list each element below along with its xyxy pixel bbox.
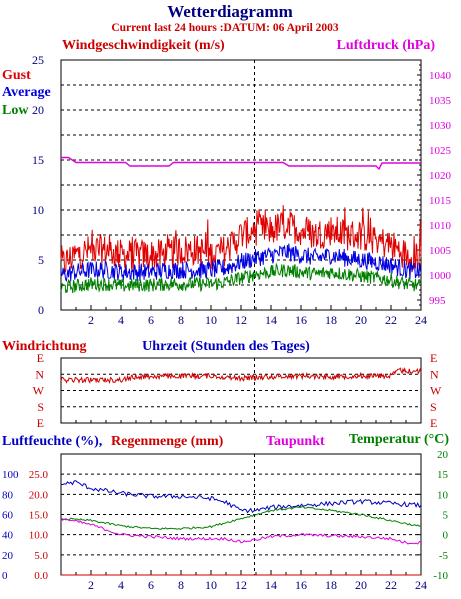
humidity-y-tick-label: 100 [2,469,19,481]
temperature-y-tick-label: 15 [437,469,449,481]
winddir-left-label: E [37,351,44,365]
pressure-y-tick-label: 1005 [429,245,452,257]
wind-y-tick-label: 0 [38,303,44,317]
humidity-x-tick-label: 20 [355,578,367,592]
wind-x-tick-label: 16 [295,313,307,327]
wind-x-tick-label: 4 [118,313,124,327]
humidity-temperature-panel: 0 0.0 20 5.0 40 10.0 60 15.0 80 20.0 100 25.0 -10 -5 0… [2,449,449,592]
winddir-left-label: E [37,416,44,430]
humidity-y-tick-label: 0 [2,570,8,582]
average-series-line [60,243,422,282]
temperature-y-tick-label: 10 [437,489,449,501]
temperature-y-tick-label: -5 [439,550,449,562]
wind-x-tick-label: 8 [178,313,184,327]
winddir-right-label: N [430,367,439,381]
temperature-y-tick-label: 0 [443,530,449,542]
humidity-y-tick-label: 60 [2,510,14,522]
humidity-y-tick-label: 20 [2,550,14,562]
temperature-series-line [60,505,422,530]
wind-direction-series-line [60,367,422,384]
dewpoint-axis-label: Taupunkt [266,434,325,449]
pressure-y-tick-label: 995 [429,295,446,307]
wind-x-tick-label: 18 [325,313,337,327]
rain-y-tick-label: 10.0 [29,530,49,542]
pressure-y-tick-label: 1035 [429,95,452,107]
page-subtitle: Current last 24 hours :DATUM: 06 April 2… [111,22,339,34]
rain-y-tick-label: 25.0 [29,469,49,481]
dewpoint-series-line [60,518,422,545]
temperature-axis-label: Temperatur (°C) [349,432,449,447]
wind-x-tick-label: 6 [148,313,154,327]
wind-speed-axis-label: Windgeschwindigkeit (m/s) [62,38,225,53]
wind-x-tick-label: 14 [265,313,277,327]
temperature-y-tick-label: 20 [437,449,449,461]
wind-direction-panel: E EN NW WS SE E [33,351,442,430]
legend-average: Average [2,85,51,100]
winddir-left-label: S [37,400,44,414]
temperature-y-tick-label: -10 [433,570,448,582]
rain-y-tick-label: 0.0 [34,570,48,582]
pressure-y-tick-label: 1010 [429,220,452,232]
pressure-y-tick-label: 1020 [429,170,452,182]
humidity-x-tick-label: 2 [88,578,94,592]
time-axis-label: Uhrzeit (Stunden des Tages) [142,339,310,354]
wind-y-tick-label: 20 [32,103,44,117]
wind-y-tick-label: 15 [32,153,44,167]
pressure-y-tick-label: 1025 [429,145,452,157]
wind-x-tick-label: 22 [385,313,397,327]
pressure-y-tick-label: 1015 [429,195,452,207]
wind-y-tick-label: 5 [38,253,44,267]
wind-y-tick-label: 10 [32,203,44,217]
winddir-right-label: S [430,400,437,414]
legend-low: Low [2,103,29,118]
rain-axis-label: Regenmenge (mm) [111,434,224,449]
winddir-right-label: E [430,416,437,430]
rain-y-tick-label: 5.0 [34,550,48,562]
wind-x-tick-label: 12 [235,313,247,327]
rain-y-tick-label: 15.0 [29,510,49,522]
wind-x-tick-label: 20 [355,313,367,327]
humidity-x-tick-label: 14 [265,578,277,592]
humidity-y-tick-label: 80 [2,489,14,501]
humidity-x-tick-label: 12 [235,578,247,592]
gust-series-line [60,205,422,273]
pressure-y-tick-label: 1000 [429,270,452,282]
low-series-line [60,262,422,294]
humidity-axis-label: Luftfeuchte (%), [2,434,102,449]
legend-gust: Gust [2,68,31,83]
humidity-y-tick-label: 40 [2,530,14,542]
wind-speed-pressure-panel: 0510152025995100010051010101510201025103… [32,53,452,327]
humidity-x-tick-label: 8 [178,578,184,592]
rain-y-tick-label: 20.0 [29,489,49,501]
pressure-y-tick-label: 1040 [429,70,452,82]
page-title: Wetterdiagramm [167,2,293,21]
humidity-x-tick-label: 4 [118,578,124,592]
humidity-series-line [60,480,422,514]
humidity-x-tick-label: 10 [205,578,217,592]
wind-x-tick-label: 2 [88,313,94,327]
pressure-y-tick-label: 1030 [429,120,452,132]
pressure-axis-label: Luftdruck (hPa) [337,38,436,53]
wind-x-tick-label: 24 [415,313,427,327]
wind-x-tick-label: 10 [205,313,217,327]
winddir-left-label: N [35,367,44,381]
humidity-x-tick-label: 18 [325,578,337,592]
winddir-right-label: E [430,351,437,365]
wind-direction-axis-label: Windrichtung [2,339,87,354]
humidity-x-tick-label: 6 [148,578,154,592]
pressure-series-line [61,156,421,171]
humidity-x-tick-label: 24 [415,578,427,592]
temperature-y-tick-label: 5 [443,510,449,522]
winddir-left-label: W [33,384,45,398]
wind-y-tick-label: 25 [32,53,44,67]
humidity-x-tick-label: 16 [295,578,307,592]
humidity-x-tick-label: 22 [385,578,397,592]
winddir-right-label: W [430,384,442,398]
